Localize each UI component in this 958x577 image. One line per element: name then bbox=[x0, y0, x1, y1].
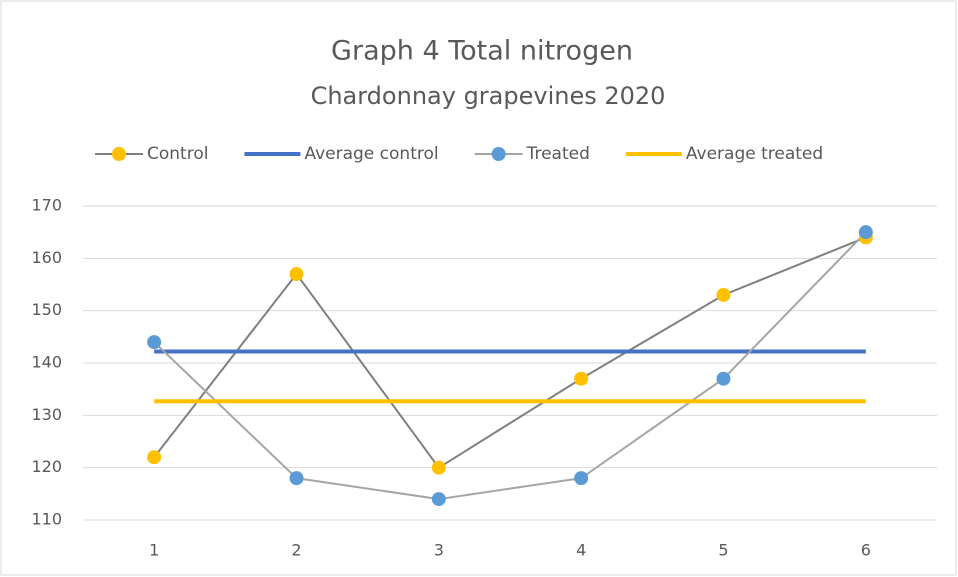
x-tick-label: 3 bbox=[434, 541, 444, 560]
series-line bbox=[153, 231, 867, 501]
y-tick-label: 130 bbox=[31, 405, 62, 424]
data-point bbox=[289, 471, 304, 486]
data-point bbox=[574, 471, 589, 486]
x-tick-label: 2 bbox=[291, 541, 301, 560]
data-point bbox=[431, 492, 446, 507]
data-point bbox=[716, 371, 731, 386]
data-point bbox=[289, 267, 304, 282]
legend-marker bbox=[112, 147, 126, 161]
y-tick-label: 120 bbox=[31, 457, 62, 476]
data-point bbox=[147, 335, 162, 350]
x-tick-label: 1 bbox=[149, 541, 159, 560]
x-tick-label: 4 bbox=[576, 541, 586, 560]
legend-label: Average control bbox=[304, 144, 438, 164]
y-tick-label: 150 bbox=[31, 300, 62, 319]
series-line bbox=[153, 236, 867, 470]
x-tick-label: 6 bbox=[861, 541, 871, 560]
y-tick-label: 110 bbox=[31, 510, 62, 529]
chart-subtitle: Chardonnay grapevines 2020 bbox=[311, 82, 666, 110]
legend-marker bbox=[491, 147, 506, 161]
legend-label: Control bbox=[147, 144, 208, 164]
data-point bbox=[574, 371, 589, 386]
x-tick-label: 5 bbox=[718, 541, 728, 560]
y-tick-label: 160 bbox=[31, 248, 62, 267]
data-point bbox=[858, 225, 873, 240]
data-point bbox=[431, 460, 446, 475]
y-tick-label: 170 bbox=[31, 196, 62, 215]
data-point bbox=[147, 450, 162, 465]
legend-label: Average treated bbox=[686, 144, 823, 164]
chart-title: Graph 4 Total nitrogen bbox=[331, 36, 633, 67]
legend-label: Treated bbox=[526, 144, 590, 164]
y-tick-label: 140 bbox=[31, 353, 62, 372]
data-point bbox=[716, 287, 731, 302]
